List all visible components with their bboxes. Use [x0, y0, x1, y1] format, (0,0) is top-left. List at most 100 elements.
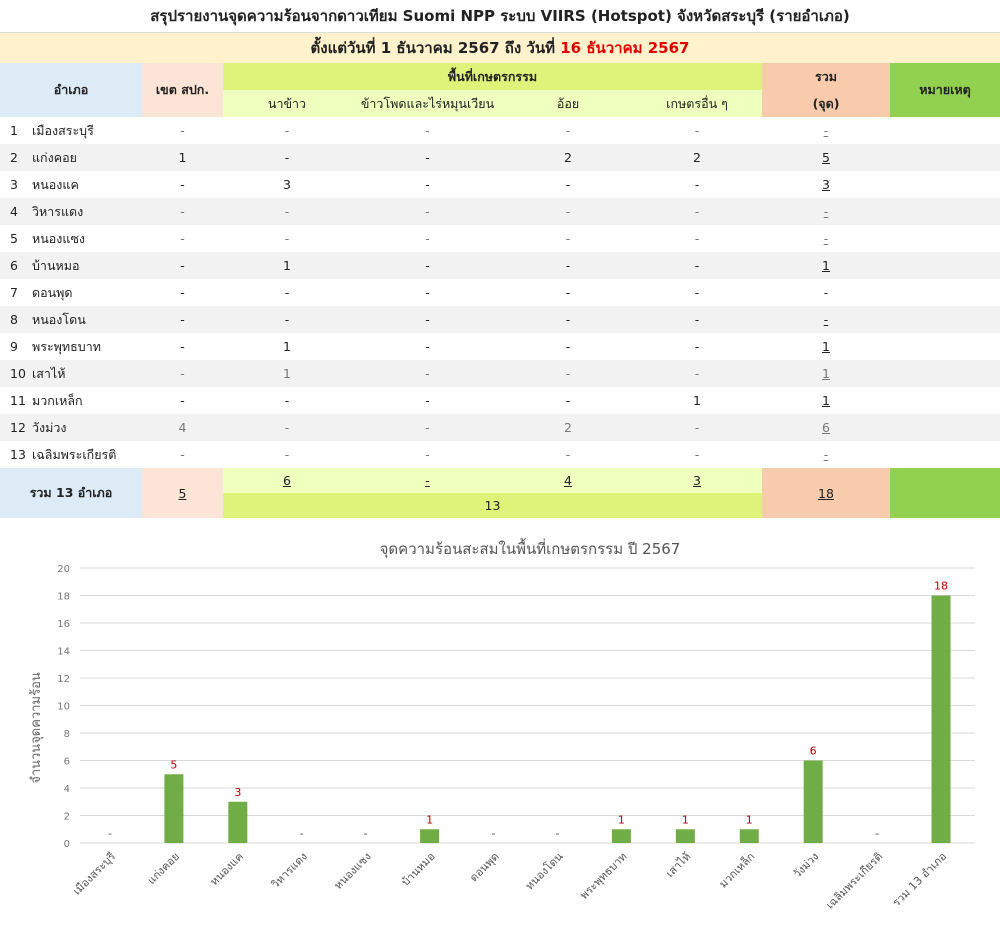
cell-rice: 3 [283, 177, 291, 192]
summary-name: รวม 13 อำเภอ [0, 468, 142, 518]
y-tick-label: 14 [57, 647, 70, 658]
bar [803, 760, 823, 843]
cell-corn: - [425, 339, 430, 354]
bar [675, 829, 695, 843]
cell-other: - [694, 447, 700, 462]
district-label: หนองโดน [32, 311, 86, 327]
cell-cane: - [504, 252, 632, 279]
hotspot-chart: จุดความร้อนสะสมในพื้นที่เกษตรกรรม ปี 256… [0, 518, 1000, 938]
table-row: 10 เสาไห้ -1- - -1 [0, 360, 1000, 387]
cell-cane: - [565, 123, 571, 138]
district-label: เสาไห้ [32, 365, 66, 381]
cell-rice: - [284, 123, 290, 138]
district-name: 6 บ้านหมอ [0, 252, 142, 279]
cell-total: - [823, 123, 829, 138]
district-label: เฉลิมพระเกียรติ [32, 446, 117, 462]
header-note: หมายเหตุ [890, 63, 1000, 117]
data-label: 1 [682, 813, 689, 826]
summary-agri-total: 13 [223, 493, 762, 518]
summary-note [890, 468, 1000, 518]
bar [164, 774, 184, 843]
cell-corn: - [351, 144, 504, 171]
header-total-unit: (จุด) [762, 90, 890, 117]
cell-rice: - [284, 393, 290, 408]
x-tick-label: เสาไห้ [663, 850, 693, 880]
cell-note [890, 225, 1000, 252]
cell-note [890, 252, 1000, 279]
cell-note [890, 306, 1000, 333]
header-total: รวม [762, 63, 890, 90]
cell-rice: 1 [223, 252, 351, 279]
chart-svg: จุดความร้อนสะสมในพื้นที่เกษตรกรรม ปี 256… [29, 538, 975, 912]
cell-rice: - [223, 198, 351, 225]
cell-total: 1 [762, 252, 890, 279]
header-other: เกษตรอื่น ๆ [632, 90, 762, 117]
cell-other: 1 [693, 393, 701, 408]
report-title: สรุปรายงานจุดความร้อนจากดาวเทียม Suomi N… [0, 0, 1000, 33]
x-tick-label: เฉลิมพระเกียรติ [824, 850, 886, 912]
district-name: 12 วังม่วง [0, 414, 142, 441]
district-number: 1 [10, 122, 18, 138]
district-number: 7 [10, 284, 18, 300]
data-label: 5 [170, 758, 177, 771]
x-tick-label: มวกเหล็ก [716, 849, 757, 890]
header-agri: พื้นที่เกษตรกรรม [223, 63, 762, 90]
table-row: 4 วิหารแดง - - - - - - [0, 198, 1000, 225]
chart-title: จุดความร้อนสะสมในพื้นที่เกษตรกรรม ปี 256… [380, 538, 681, 559]
cell-corn: - [351, 414, 504, 441]
cell-corn: - [351, 198, 504, 225]
summary-cane: 4 [504, 468, 632, 493]
period-prefix: ตั้งแต่วันที่ 1 ธันวาคม 2567 ถึง วันที่ [310, 39, 555, 57]
cell-zone: 1 [142, 144, 223, 171]
cell-cane: 2 [504, 414, 632, 441]
summary-rice: 6 [223, 468, 351, 493]
header-district: อำเภอ [0, 63, 142, 117]
table-row: 12 วังม่วง 4- -2-6 [0, 414, 1000, 441]
x-tick-label: พระพุทธบาท [577, 850, 629, 902]
district-name: 13 เฉลิมพระเกียรติ [0, 441, 142, 468]
cell-zone: - [180, 285, 185, 300]
cell-total: 6 [762, 414, 890, 441]
y-tick-label: 2 [64, 812, 70, 823]
district-label: หนองแค [32, 176, 79, 192]
district-number: 6 [10, 257, 18, 273]
cell-cane: - [504, 360, 632, 387]
table-row: 6 บ้านหมอ -1- - -1 [0, 252, 1000, 279]
data-label: - [555, 827, 559, 840]
summary-corn: - [351, 468, 504, 493]
y-tick-label: 6 [64, 757, 70, 768]
table-row: 8 หนองโดน - - - - - - [0, 306, 1000, 333]
district-name: 7 ดอนพุด [0, 279, 142, 306]
x-tick-label: ดอนพุด [467, 850, 501, 884]
report-period: ตั้งแต่วันที่ 1 ธันวาคม 2567 ถึง วันที่ … [0, 33, 1000, 63]
y-tick-label: 12 [57, 674, 70, 685]
cell-corn: - [425, 393, 430, 408]
cell-cane: - [565, 447, 571, 462]
cell-corn: - [425, 177, 430, 192]
cell-cane: 2 [504, 144, 632, 171]
district-number: 9 [10, 338, 18, 354]
cell-cane: - [565, 339, 571, 354]
cell-rice: - [223, 414, 351, 441]
data-label: - [364, 827, 368, 840]
table-row: 3 หนองแค - 3 - - - 3 [0, 171, 1000, 198]
cell-total: 5 [762, 144, 890, 171]
cell-other: - [632, 360, 762, 387]
cell-zone: - [180, 339, 185, 354]
cell-note [890, 144, 1000, 171]
cell-rice: - [223, 306, 351, 333]
cell-note [890, 117, 1000, 144]
cell-corn: - [425, 285, 430, 300]
cell-cane: - [504, 306, 632, 333]
cell-total: 3 [822, 177, 830, 192]
cell-total: - [762, 198, 890, 225]
header-corn: ข้าวโพดและไร่หมุนเวียน [351, 90, 504, 117]
header-cane: อ้อย [504, 90, 632, 117]
cell-other: - [694, 285, 700, 300]
cell-other: - [632, 252, 762, 279]
cell-note [890, 171, 1000, 198]
cell-other: - [632, 414, 762, 441]
x-tick-label: หนองแค [208, 850, 246, 888]
district-name: 5 หนองแซง [0, 225, 142, 252]
cell-corn: - [425, 123, 430, 138]
